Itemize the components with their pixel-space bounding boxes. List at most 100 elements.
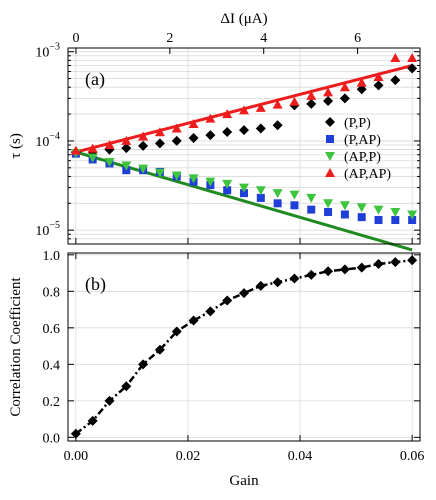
top-data-point bbox=[188, 118, 199, 128]
top-data-point bbox=[255, 102, 266, 112]
top-plot-frame bbox=[67, 47, 421, 245]
top-y-axis-title: τ (s) bbox=[8, 133, 24, 159]
top-x-tick-labels: 0 2 4 6 bbox=[72, 31, 361, 46]
top-axis-tick-label: 2 bbox=[166, 31, 173, 46]
top-data-point bbox=[121, 161, 132, 171]
fit-line bbox=[75, 150, 413, 252]
bottom-y-tick-label: 1.0 bbox=[43, 249, 61, 264]
top-data-point bbox=[138, 131, 149, 141]
top-data-point bbox=[255, 123, 266, 134]
legend-marker bbox=[326, 135, 334, 143]
top-data-point bbox=[154, 138, 165, 149]
top-data-point bbox=[239, 105, 249, 115]
top-data-points bbox=[70, 52, 418, 225]
top-data-point bbox=[205, 177, 216, 187]
bottom-series-line bbox=[75, 259, 413, 435]
bottom-data-point bbox=[356, 262, 367, 273]
bottom-y-tick-label: 0.0 bbox=[43, 431, 61, 446]
top-data-point bbox=[323, 96, 334, 107]
bottom-data-point bbox=[407, 255, 418, 266]
top-data-point bbox=[306, 98, 317, 109]
top-y-tick-labels: 10−5 10−4 10−3 bbox=[35, 42, 60, 239]
top-data-point bbox=[239, 183, 249, 193]
top-data-point bbox=[408, 216, 417, 225]
bottom-ticks bbox=[68, 253, 420, 441]
top-data-point bbox=[323, 87, 334, 97]
bottom-data-point bbox=[289, 273, 300, 284]
top-data-point bbox=[339, 93, 350, 104]
bottom-data-point bbox=[390, 257, 401, 268]
bottom-data-point bbox=[121, 381, 132, 392]
bottom-y-tick-labels: 0.0 0.2 0.4 0.6 0.8 1.0 bbox=[43, 249, 61, 447]
top-panel: 10−5 10−4 10−3 0 2 4 6 ΔI (μA) τ (s) (a) (P,P… bbox=[8, 11, 421, 252]
top-data-point bbox=[171, 123, 182, 133]
bottom-data-point bbox=[339, 264, 350, 275]
top-data-point bbox=[390, 52, 401, 62]
bottom-data-point bbox=[154, 344, 165, 355]
bottom-data-point bbox=[373, 258, 384, 269]
correlation-line bbox=[75, 259, 413, 435]
top-data-point bbox=[373, 205, 384, 215]
top-data-point bbox=[222, 109, 233, 119]
legend: (P,P) (P,AP) (AP,P) (AP,AP) bbox=[325, 116, 391, 182]
top-data-point bbox=[374, 216, 383, 225]
bottom-data-point bbox=[255, 280, 266, 291]
bottom-data-point bbox=[138, 359, 149, 370]
bottom-x-tick-label: 0.02 bbox=[176, 449, 201, 464]
top-data-point bbox=[357, 213, 366, 222]
bottom-data-point bbox=[104, 395, 115, 406]
bottom-data-point bbox=[171, 326, 182, 337]
top-data-point bbox=[87, 143, 98, 153]
bottom-plot-frame bbox=[67, 252, 421, 442]
top-data-point bbox=[240, 189, 248, 198]
bottom-x-tick-label: 0.00 bbox=[64, 449, 89, 464]
bottom-data-point bbox=[70, 428, 81, 439]
top-data-point bbox=[104, 158, 115, 168]
bottom-data-point bbox=[205, 306, 216, 317]
top-data-point bbox=[138, 140, 149, 151]
top-data-point bbox=[273, 199, 282, 208]
top-data-point bbox=[154, 168, 165, 178]
top-data-point bbox=[272, 99, 283, 109]
bottom-x-axis-title: Gain bbox=[229, 473, 259, 489]
top-data-point bbox=[188, 132, 199, 143]
bottom-data-point bbox=[87, 415, 98, 426]
bottom-data-point bbox=[272, 277, 283, 288]
top-data-point bbox=[340, 210, 349, 219]
bottom-panel-label: (b) bbox=[85, 274, 106, 295]
top-panel-label: (a) bbox=[85, 69, 105, 90]
bottom-data-point bbox=[188, 315, 199, 326]
top-y-tick-label: 10−4 bbox=[35, 131, 60, 150]
top-data-point bbox=[205, 113, 216, 123]
bottom-data-point bbox=[323, 266, 334, 277]
top-data-point bbox=[356, 77, 367, 87]
top-data-point bbox=[104, 140, 115, 150]
legend-label: (AP,P) bbox=[344, 150, 381, 165]
bottom-y-tick-label: 0.2 bbox=[43, 395, 61, 410]
top-axis-tick-label: 4 bbox=[260, 31, 267, 46]
top-data-point bbox=[323, 199, 334, 209]
top-data-point bbox=[407, 210, 418, 220]
top-data-point bbox=[154, 127, 165, 137]
legend-label: (AP,AP) bbox=[344, 167, 391, 182]
bottom-y-tick-label: 0.4 bbox=[43, 358, 61, 373]
top-data-point bbox=[121, 135, 132, 145]
bottom-y-axis-title: Correlation Coefficient bbox=[8, 277, 24, 417]
top-data-point bbox=[373, 72, 384, 82]
top-data-point bbox=[289, 96, 300, 106]
top-data-point bbox=[256, 193, 265, 202]
top-data-point bbox=[272, 189, 283, 199]
top-data-point bbox=[307, 205, 316, 214]
top-axis-tick-label: 6 bbox=[354, 31, 361, 46]
top-data-point bbox=[87, 153, 98, 163]
top-data-point bbox=[390, 75, 401, 86]
bottom-data-point bbox=[239, 288, 249, 299]
legend-marker bbox=[325, 168, 335, 177]
top-data-point bbox=[339, 201, 350, 211]
top-data-point bbox=[171, 171, 182, 181]
bottom-data-point bbox=[222, 295, 233, 306]
legend-label: (P,P) bbox=[344, 116, 371, 131]
bottom-x-tick-label: 0.04 bbox=[288, 449, 313, 464]
top-data-point bbox=[138, 164, 149, 174]
